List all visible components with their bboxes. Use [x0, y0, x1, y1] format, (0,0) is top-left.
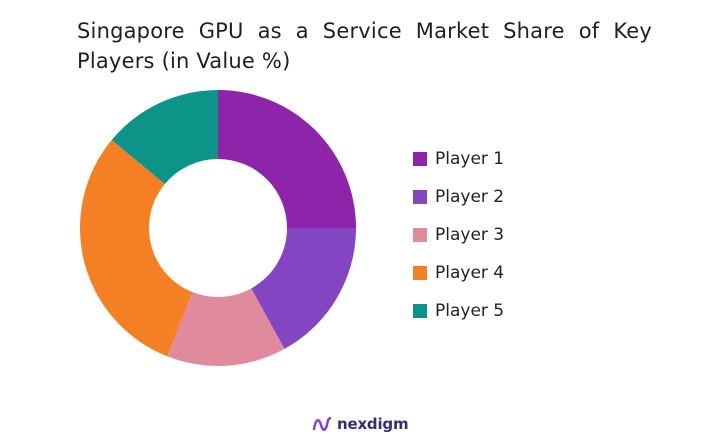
legend-swatch: [413, 152, 427, 166]
legend-label: Player 4: [435, 263, 505, 283]
legend-item-player-5: Player 5: [413, 292, 504, 330]
donut-slices: [80, 90, 356, 366]
legend-label: Player 5: [435, 301, 505, 321]
legend-item-player-3: Player 3: [413, 216, 504, 254]
chart-title: Singapore GPU as a Service Market Share …: [77, 16, 652, 76]
brand-logo: nexdigm: [312, 414, 409, 434]
legend-item-player-2: Player 2: [413, 178, 504, 216]
brand-name: nexdigm: [337, 415, 409, 433]
legend-swatch: [413, 228, 427, 242]
donut-slice-player-1: [218, 90, 356, 228]
chart-title-line-1: Singapore GPU as a Service Market Share …: [77, 19, 652, 43]
donut-slice-player-2: [251, 228, 356, 349]
chart-legend: Player 1 Player 2 Player 3 Player 4 Player 5: [413, 140, 504, 330]
legend-label: Player 3: [435, 225, 505, 245]
legend-item-player-1: Player 1: [413, 140, 504, 178]
legend-item-player-4: Player 4: [413, 254, 504, 292]
legend-swatch: [413, 266, 427, 280]
donut-slice-player-4: [80, 140, 193, 357]
donut-slice-player-3: [167, 288, 285, 366]
nexdigm-logo-icon: [312, 416, 332, 431]
legend-swatch: [413, 190, 427, 204]
donut-slice-player-5: [111, 90, 218, 185]
chart-title-line-2: Players (in Value %): [77, 49, 291, 73]
legend-label: Player 2: [435, 187, 505, 207]
legend-label: Player 1: [435, 149, 505, 169]
legend-swatch: [413, 304, 427, 318]
